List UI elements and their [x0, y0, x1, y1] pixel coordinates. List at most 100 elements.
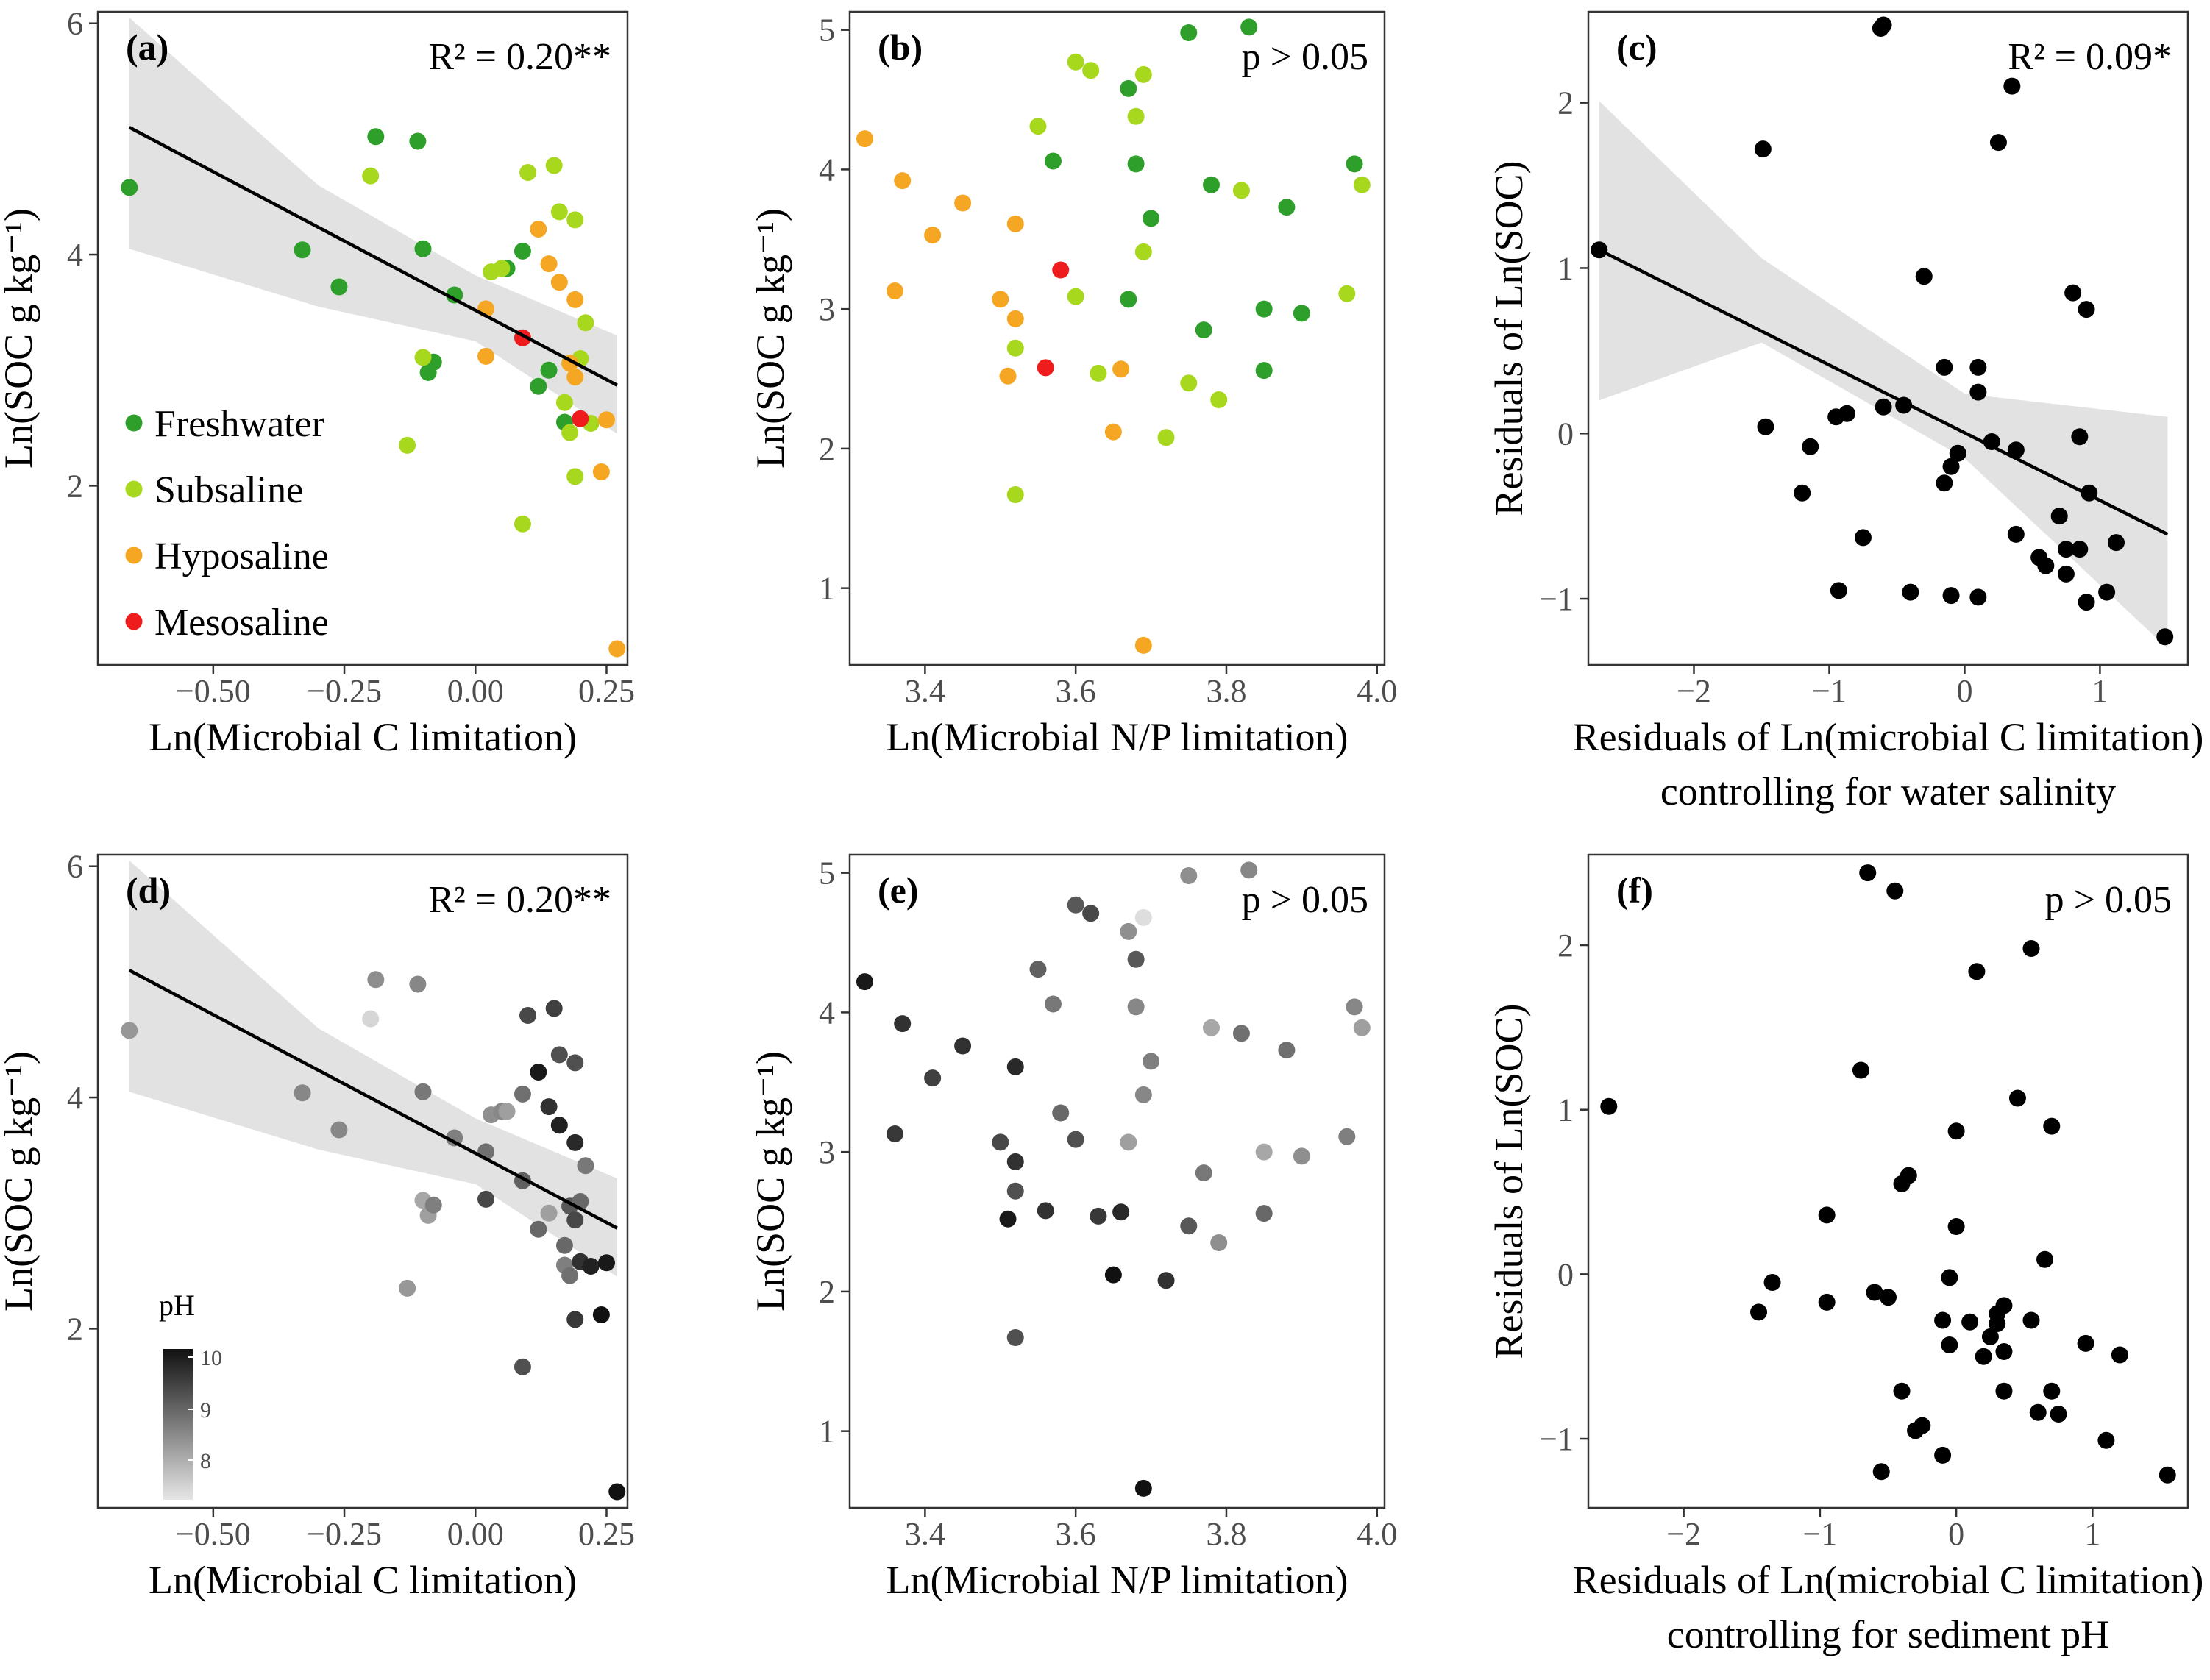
data-point: [121, 179, 138, 196]
data-point: [530, 377, 547, 395]
data-point: [1934, 1446, 1952, 1464]
x-axis-title: Residuals of Ln(microbial C limitation): [1573, 715, 2204, 759]
data-point: [2159, 1466, 2176, 1484]
data-point: [1875, 398, 1892, 416]
data-point: [2057, 565, 2075, 583]
data-point: [1052, 1104, 1070, 1122]
data-point: [1942, 458, 1960, 475]
data-point: [2107, 534, 2125, 552]
data-point: [592, 463, 610, 481]
data-point: [1902, 583, 1919, 601]
data-point: [566, 369, 584, 386]
x-axis-title-line2: controlling for sediment pH: [1667, 1612, 2109, 1656]
legend-label: Mesosaline: [154, 602, 329, 644]
data-point: [566, 468, 584, 485]
data-point: [1934, 1311, 1952, 1329]
series-ph: [856, 861, 1371, 1497]
data-point: [1120, 922, 1137, 940]
colorbar-tick-label: 8: [200, 1449, 211, 1473]
data-point: [1232, 182, 1250, 199]
data-point: [1180, 866, 1198, 884]
data-point: [1830, 582, 1847, 599]
data-point: [566, 1054, 584, 1072]
data-point: [1127, 950, 1145, 968]
data-point: [894, 172, 912, 190]
y-tick-label: 5: [819, 855, 835, 891]
data-point: [1052, 261, 1070, 279]
data-point: [555, 1236, 573, 1254]
data-point: [294, 1084, 311, 1102]
data-point: [597, 1254, 615, 1272]
data-point: [1029, 118, 1047, 135]
data-point: [1859, 864, 1877, 882]
regression-line: [128, 126, 618, 387]
data-point: [545, 157, 563, 174]
data-point: [1044, 995, 1062, 1013]
stat-annotation: p > 0.05: [1242, 879, 1368, 921]
data-point: [530, 1220, 547, 1238]
data-point: [954, 1037, 972, 1055]
data-point: [582, 1258, 600, 1275]
data-point: [2078, 301, 2095, 318]
data-point: [1338, 1128, 1356, 1145]
panel-label: (e): [878, 869, 919, 911]
panel-c: −2 −1 0 1 −1 0 1 2 Residuals of Ln(microbial C l…: [1487, 10, 2204, 814]
data-point: [2156, 628, 2174, 646]
data-point: [550, 1046, 568, 1064]
data-point: [1127, 107, 1145, 125]
x-tick-label: −0.50: [176, 673, 251, 709]
data-point: [1255, 1205, 1273, 1222]
series-residuals: [1600, 864, 2176, 1484]
plot-frame: [1587, 10, 2189, 666]
data-point: [1866, 1284, 1883, 1301]
data-point: [1143, 210, 1160, 227]
data-point: [1006, 310, 1024, 327]
y-tick-label: 2: [67, 1311, 83, 1347]
x-tick-label: 3.4: [905, 1516, 945, 1552]
plot-frame: [848, 10, 1386, 666]
data-point: [992, 291, 1009, 308]
data-point: [1044, 152, 1062, 170]
data-point: [2097, 1431, 2115, 1449]
y-tick-label: 2: [819, 1274, 835, 1310]
data-point: [1600, 1097, 1618, 1115]
data-point: [540, 1204, 558, 1222]
y-tick-label: −1: [1539, 1421, 1574, 1457]
data-point: [2078, 594, 2095, 611]
data-point: [1255, 300, 1273, 318]
panel-label: (b): [878, 26, 923, 68]
series-subsaline: [1006, 53, 1371, 504]
data-point: [540, 255, 558, 273]
data-point: [1157, 429, 1175, 446]
data-point: [1915, 268, 1933, 285]
data-point: [1936, 358, 1953, 376]
data-point: [414, 1083, 432, 1100]
data-point: [498, 1103, 516, 1120]
data-point: [530, 1063, 547, 1081]
data-point: [566, 1133, 584, 1151]
x-axis-title: Residuals of Ln(microbial C limitation): [1573, 1558, 2204, 1602]
plot-frame: [96, 853, 629, 1509]
x-tick-label: −0.25: [307, 1516, 382, 1552]
data-point: [1278, 1042, 1296, 1059]
data-point: [1067, 53, 1084, 71]
x-tick-label: 3.4: [905, 673, 945, 709]
data-point: [1941, 1336, 1958, 1354]
data-point: [1886, 882, 1904, 900]
y-tick-label: −1: [1539, 581, 1574, 617]
data-point: [1180, 1217, 1198, 1235]
y-tick-label: 1: [1557, 250, 1574, 286]
data-point: [330, 1121, 348, 1139]
data-point: [1949, 444, 1966, 462]
data-point: [1120, 79, 1137, 97]
data-point: [1852, 1061, 1869, 1079]
x-tick-label: 3.6: [1056, 673, 1096, 709]
data-point: [446, 1129, 463, 1147]
y-tick-label: 3: [819, 291, 835, 327]
data-point: [561, 424, 579, 441]
y-tick-label: 1: [819, 1414, 835, 1450]
data-point: [1240, 861, 1258, 879]
data-point: [1941, 1269, 1958, 1286]
data-point: [1127, 998, 1145, 1016]
data-point: [2007, 441, 2025, 459]
